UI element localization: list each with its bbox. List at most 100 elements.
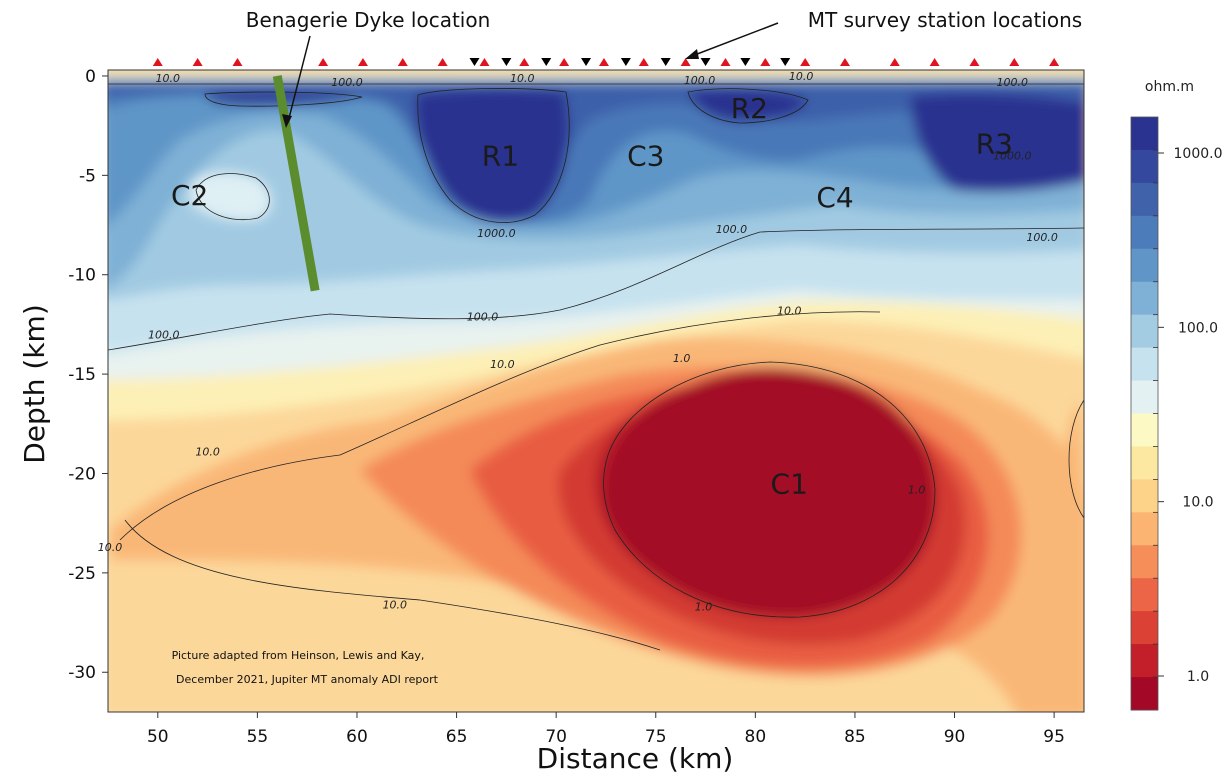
contour-label: 100.0 xyxy=(331,76,363,89)
mt-stations xyxy=(152,58,1060,66)
contour-label: 100.0 xyxy=(148,328,180,341)
station-marker-black xyxy=(581,58,592,66)
colorbar-label: 10.0 xyxy=(1182,495,1213,511)
contour-label: 1.0 xyxy=(695,601,713,614)
station-marker-red xyxy=(598,58,609,66)
plot-frame xyxy=(107,69,1085,713)
station-marker-black xyxy=(469,58,480,66)
resistivity-field xyxy=(108,70,1084,712)
station-marker-red xyxy=(479,58,490,66)
station-marker-red xyxy=(397,58,408,66)
x-tick-label: 85 xyxy=(844,727,866,747)
credit-line-2: December 2021, Jupiter MT anomaly ADI re… xyxy=(176,673,439,686)
colorbar-segment xyxy=(1131,117,1158,151)
contour-lines xyxy=(108,83,1084,651)
contour-label: 100.0 xyxy=(997,76,1029,89)
station-marker-red xyxy=(969,58,980,66)
station-marker-red xyxy=(318,58,329,66)
colorbar-segment xyxy=(1131,677,1158,711)
station-marker-red xyxy=(889,58,900,66)
station-marker-red xyxy=(760,58,771,66)
station-marker-red xyxy=(680,58,691,66)
x-tick-label: 55 xyxy=(247,727,269,747)
station-marker-black xyxy=(740,58,751,66)
station-marker-black xyxy=(541,58,552,66)
station-marker-red xyxy=(519,58,530,66)
station-marker-red xyxy=(839,58,850,66)
colorbar-segment xyxy=(1131,149,1158,184)
contour-labels: 10.0 100.0 10.0 100.0 10.0 100.0 1000.0 1000.0 1… xyxy=(98,70,1058,614)
colorbar-segment xyxy=(1131,446,1158,480)
station-marker-red xyxy=(232,58,243,66)
contour-label: 10.0 xyxy=(510,72,535,85)
contour-label: 100.0 xyxy=(684,74,716,87)
station-marker-red xyxy=(437,58,448,66)
station-marker-red xyxy=(638,58,649,66)
anomaly-labels: R1 R2 R3 C1 C2 C3 C4 xyxy=(171,92,1013,501)
dyke-annotation: Benagerie Dyke location xyxy=(246,8,491,32)
station-marker-black xyxy=(780,58,791,66)
anomaly-label-r2: R2 xyxy=(731,92,768,125)
y-tick-label: -10 xyxy=(68,266,96,286)
contour-label: 10.0 xyxy=(777,304,802,317)
dyke-arrow xyxy=(287,35,311,123)
colorbar-label: 1000.0 xyxy=(1174,146,1223,162)
station-marker-red xyxy=(1009,58,1020,66)
colorbar-unit: ohm.m xyxy=(1145,79,1194,95)
contour-label: 10.0 xyxy=(98,541,123,554)
benagerie-dyke xyxy=(272,75,320,292)
x-axis-title: Distance (km) xyxy=(537,742,734,775)
anomaly-label-c4: C4 xyxy=(816,181,853,214)
anomaly-label-r1: R1 xyxy=(482,139,519,172)
y-tick-label: -20 xyxy=(68,464,96,484)
colorbar-segment xyxy=(1131,578,1158,612)
station-marker-black xyxy=(501,58,512,66)
y-tick-label: -5 xyxy=(79,166,96,186)
dyke-layer xyxy=(272,75,320,292)
colorbar-label: 1.0 xyxy=(1187,669,1209,685)
y-tick-label: -25 xyxy=(68,564,96,584)
station-marker-black xyxy=(620,58,631,66)
contour-label: 10.0 xyxy=(789,70,814,83)
x-axis-ticks: 50 55 60 65 70 75 80 85 90 95 xyxy=(147,712,1065,747)
station-marker-red xyxy=(192,58,203,66)
colorbar-segment xyxy=(1131,248,1158,283)
colorbar-segment xyxy=(1131,512,1158,546)
colorbar-segment xyxy=(1131,215,1158,250)
colorbar-segment xyxy=(1131,479,1158,513)
anomaly-label-c3: C3 xyxy=(627,139,664,172)
x-tick-label: 70 xyxy=(545,727,567,747)
x-tick-label: 65 xyxy=(446,727,468,747)
contour-label: 1.0 xyxy=(908,483,926,496)
contour-label: 10.0 xyxy=(383,599,408,612)
colorbar-segment xyxy=(1131,413,1158,447)
colorbar-segment xyxy=(1131,611,1158,645)
colorbar-segment xyxy=(1131,182,1158,217)
colorbar-segment xyxy=(1131,314,1158,349)
x-tick-label: 60 xyxy=(346,727,368,747)
contour-label: 1.0 xyxy=(673,352,691,365)
stations-arrow-head xyxy=(685,49,699,59)
colorbar-segment xyxy=(1131,281,1158,316)
anomaly-label-c1: C1 xyxy=(771,467,808,500)
contour-label: 10.0 xyxy=(156,72,181,85)
x-tick-label: 50 xyxy=(147,727,169,747)
anomaly-label-r3: R3 xyxy=(976,128,1013,161)
station-marker-red xyxy=(1049,58,1060,66)
station-marker-red xyxy=(800,58,811,66)
station-marker-red xyxy=(720,58,731,66)
station-marker-red xyxy=(929,58,940,66)
contour-label: 1000.0 xyxy=(477,227,516,240)
dyke-arrow-head xyxy=(282,114,292,128)
contour-label: 100.0 xyxy=(467,310,499,323)
anomaly-label-c2: C2 xyxy=(171,179,208,212)
y-axis-ticks: 0 -5 -10 -15 -20 -25 -30 xyxy=(68,67,108,683)
colorbar-segment xyxy=(1131,644,1158,678)
y-tick-label: -30 xyxy=(68,663,96,683)
x-tick-label: 80 xyxy=(745,727,767,747)
station-marker-red xyxy=(559,58,570,66)
contour-label: 1000.0 xyxy=(993,149,1032,162)
station-marker-red xyxy=(152,58,163,66)
station-marker-red xyxy=(357,58,368,66)
